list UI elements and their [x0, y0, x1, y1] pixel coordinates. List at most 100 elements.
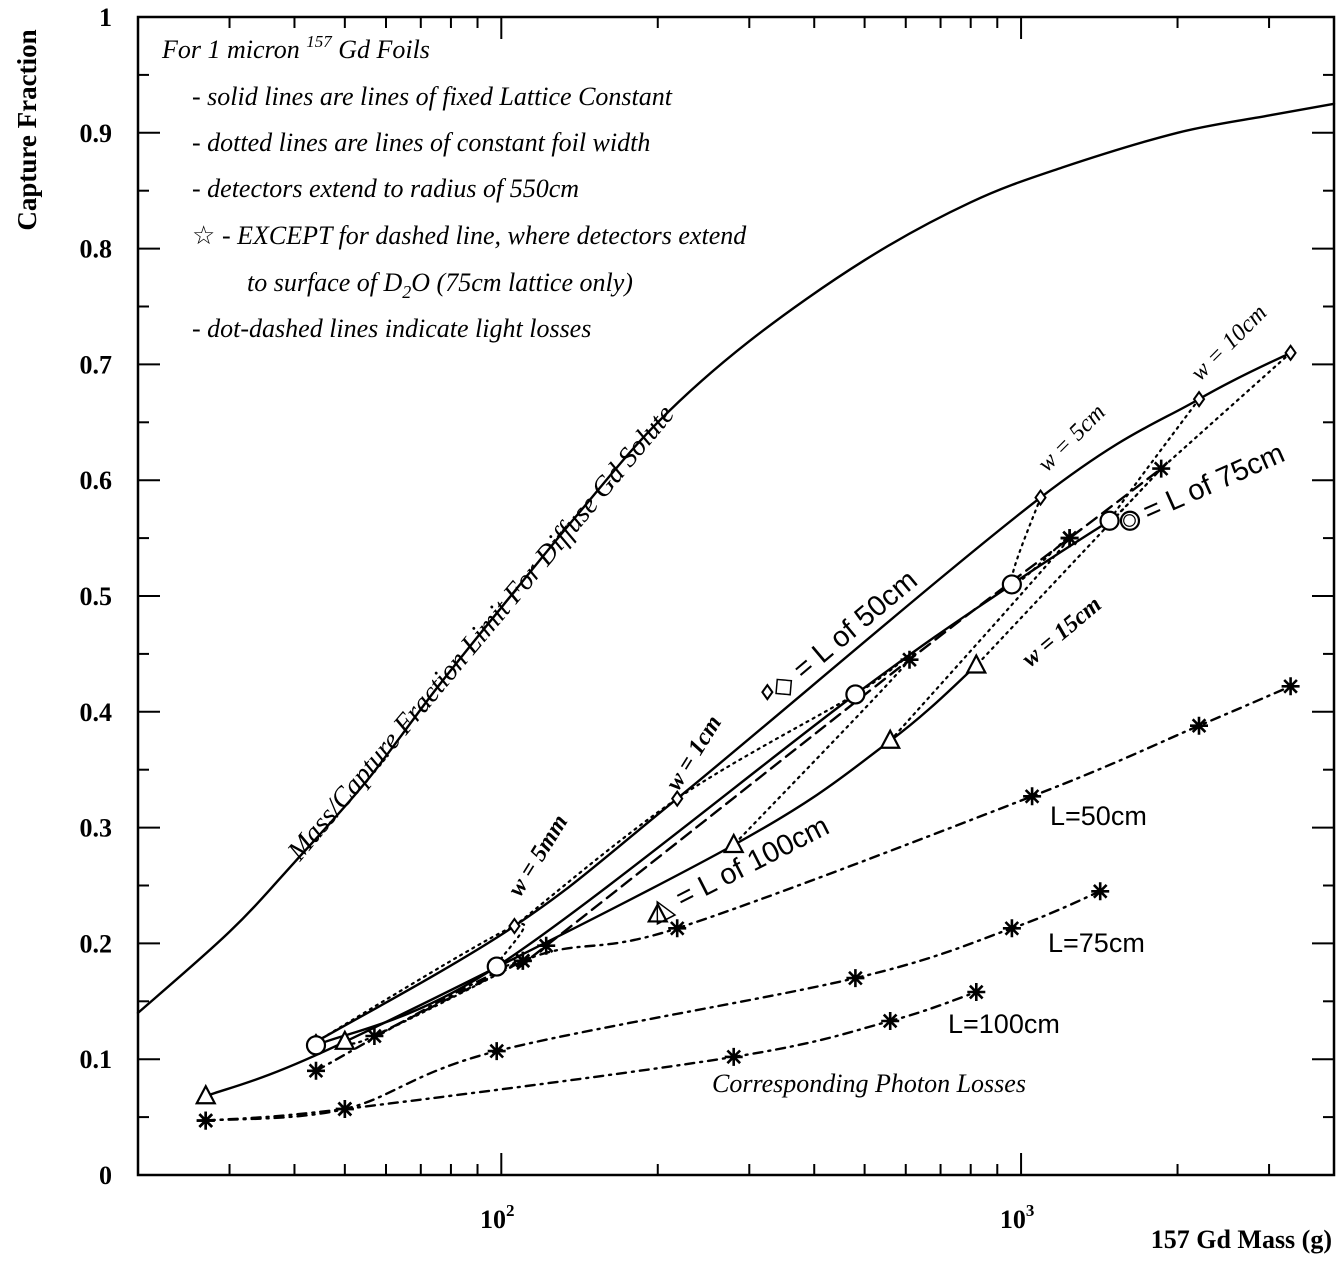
star-marker — [537, 936, 556, 955]
asterisk-marker — [487, 1042, 506, 1061]
notes-line3: - detectors extend to radius of 550cm — [192, 174, 579, 203]
diamond-marker — [1284, 344, 1297, 362]
x-tick-label: 103 — [1000, 1201, 1035, 1234]
lattice-50-label: ◇ = L of 50cm — [764, 564, 924, 705]
notes-line2: - dotted lines are lines of constant foi… — [192, 128, 650, 157]
circle-marker — [1099, 510, 1120, 531]
asterisk-marker — [967, 983, 986, 1001]
circle-marker — [845, 684, 866, 705]
series-line-1 — [314, 351, 1292, 1043]
photon-losses-label: Corresponding Photon Losses — [712, 1069, 1026, 1098]
asterisk-marker — [1190, 716, 1208, 735]
notes-header: For 1 micron 157 Gd Foils — [161, 32, 430, 64]
series-line-3 — [204, 664, 978, 1098]
series-line-4 — [373, 467, 1163, 1038]
y-axis-label: Capture Fraction — [12, 29, 42, 230]
loss-50-label: L=50cm — [1050, 801, 1147, 831]
y-tick-label: 0.9 — [80, 119, 113, 148]
w10cm-label: w = 10cm — [1186, 300, 1272, 386]
series-line-2 — [314, 519, 1111, 1047]
marker-layer — [194, 344, 1300, 1130]
star-marker — [900, 650, 919, 669]
notes-line1: - solid lines are lines of fixed Lattice… — [192, 82, 673, 111]
series-line-5 — [314, 922, 529, 1045]
x-tick-base: 10 — [1000, 1205, 1026, 1234]
series-line-12 — [204, 990, 978, 1122]
asterisk-marker — [1281, 677, 1300, 696]
triangle-marker — [646, 902, 669, 923]
notes-line5: to surface of D2O (75cm lattice only) — [247, 268, 633, 302]
y-tick-label: 0 — [99, 1161, 112, 1190]
asterisk-marker — [846, 969, 865, 988]
w5cm-label: w = 5cm — [1033, 399, 1111, 477]
w1cm-label: w = 1cm — [661, 711, 727, 795]
circle-marker — [486, 956, 507, 977]
lattice-75-label: ○ = L of 75cm — [1115, 437, 1290, 538]
notes-line5-sub: 2 — [402, 282, 411, 302]
y-tick-label: 1 — [99, 3, 112, 32]
x-tick-base: 10 — [480, 1205, 506, 1234]
triangle-marker — [965, 653, 988, 674]
asterisk-marker — [881, 1012, 900, 1030]
circle-marker — [1119, 510, 1141, 531]
star-icon: ☆ — [192, 221, 215, 250]
y-tick-label: 0.3 — [80, 814, 113, 843]
y-tick-label: 0.1 — [80, 1045, 113, 1074]
notes-line5-prefix: to surface of D — [247, 268, 402, 297]
star-marker — [365, 1027, 384, 1045]
y-tick-label: 0.6 — [80, 466, 113, 495]
loss-100-label: L=100cm — [948, 1009, 1060, 1039]
series-line-10 — [314, 685, 1292, 1072]
series-layer — [136, 102, 1336, 1122]
asterisk-marker — [1023, 787, 1042, 806]
notes-header-sup: 157 — [306, 32, 333, 51]
asterisk-marker — [724, 1047, 743, 1066]
star-marker — [1060, 529, 1079, 548]
triangle-marker — [194, 1083, 217, 1105]
asterisk-marker — [335, 1100, 354, 1118]
asterisk-marker — [513, 951, 532, 970]
asterisk-marker — [1002, 919, 1021, 938]
y-tick-label: 0.7 — [80, 350, 113, 379]
notes-header-suffix: Gd Foils — [332, 35, 430, 64]
y-tick-label: 0.8 — [80, 235, 113, 264]
asterisk-marker — [668, 919, 687, 938]
diamond-marker — [761, 683, 774, 701]
triangle-marker — [879, 728, 902, 749]
x-tick-exp: 3 — [1026, 1201, 1035, 1220]
w5mm-label: w = 5mm — [503, 810, 573, 901]
circle-marker — [1001, 574, 1022, 595]
asterisk-marker — [1091, 882, 1110, 901]
diamond-marker — [1192, 390, 1206, 408]
triangle-marker — [334, 1029, 356, 1050]
diamond-marker — [670, 789, 684, 808]
notes-line6: - dot-dashed lines indicate light losses — [192, 314, 591, 343]
notes-header-prefix: For 1 micron — [161, 35, 306, 64]
star-marker — [1152, 459, 1171, 478]
asterisk-marker — [196, 1111, 215, 1130]
diamond-marker — [508, 917, 521, 935]
lattice-100-label: △ = L of 100cm — [644, 810, 835, 928]
y-tick-label: 0.5 — [80, 582, 113, 611]
x-axis-label: 157 Gd Mass (g) — [1151, 1225, 1332, 1254]
notes-line4: - EXCEPT for dashed line, where detector… — [222, 221, 747, 250]
series-line-9 — [1160, 351, 1292, 470]
limit-curve-label: Mass/Capture Fraction Limit For Diffuse … — [281, 399, 681, 867]
diamond-marker — [1034, 488, 1047, 507]
asterisk-marker — [307, 1061, 325, 1080]
y-tick-label: 0.4 — [80, 698, 113, 727]
series-line-0 — [136, 102, 1336, 1015]
series-line-7 — [889, 496, 1075, 742]
y-tick-label: 0.2 — [80, 929, 113, 958]
x-tick-exp: 2 — [506, 1201, 515, 1220]
x-axis: 102 103 — [137, 17, 1335, 1234]
notes-line5-suffix: O (75cm lattice only) — [411, 268, 633, 297]
w15cm-label: w = 15cm — [1017, 592, 1106, 673]
legend-notes: For 1 micron 157 Gd Foils - solid lines … — [161, 32, 747, 343]
y-axis: 0 0.1 0.2 0.3 0.4 0.5 0.6 0.7 0.8 0.9 1 — [80, 3, 1334, 1190]
x-tick-label: 102 — [480, 1201, 515, 1234]
loss-75-label: L=75cm — [1048, 928, 1145, 958]
circle-marker — [305, 1035, 327, 1056]
